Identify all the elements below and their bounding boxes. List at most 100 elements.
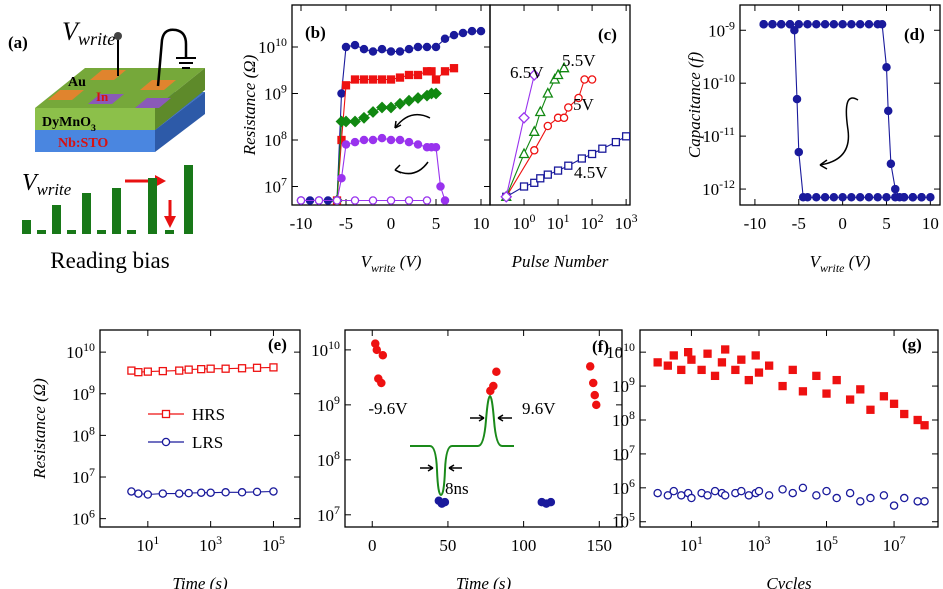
marker bbox=[877, 19, 887, 29]
text-run: V bbox=[62, 17, 81, 46]
x-tick-label: -10 bbox=[744, 214, 767, 233]
arrow bbox=[819, 97, 859, 166]
y-tick-label: 108 bbox=[612, 408, 635, 430]
marker bbox=[564, 103, 573, 112]
text-run: 10 bbox=[612, 479, 629, 498]
marker bbox=[788, 365, 797, 375]
substrate-side bbox=[155, 92, 205, 152]
text-run: (g) bbox=[902, 335, 922, 354]
series-line bbox=[301, 30, 481, 202]
marker bbox=[368, 135, 378, 145]
series bbox=[331, 87, 442, 205]
panel-label: (a) bbox=[8, 33, 28, 52]
marker bbox=[882, 63, 891, 72]
text-run: Resistance (Ω) bbox=[240, 54, 259, 156]
marker bbox=[184, 488, 193, 498]
marker bbox=[341, 140, 351, 149]
series bbox=[653, 483, 929, 510]
marker bbox=[879, 491, 889, 500]
arrow bbox=[394, 113, 431, 129]
marker bbox=[838, 19, 847, 29]
in-label: In bbox=[96, 89, 109, 104]
marker bbox=[377, 75, 387, 84]
marker bbox=[449, 64, 459, 73]
marker bbox=[697, 365, 706, 375]
marker bbox=[174, 489, 184, 498]
marker bbox=[790, 26, 799, 35]
text-run: 10 bbox=[513, 214, 530, 233]
marker bbox=[778, 485, 787, 494]
text-run: 10 bbox=[72, 468, 89, 487]
text-run: 5V bbox=[573, 95, 595, 114]
marker bbox=[206, 488, 215, 497]
series bbox=[332, 64, 459, 205]
marker bbox=[882, 193, 891, 202]
text-run: 10 bbox=[258, 38, 275, 57]
x-tick-label: -10 bbox=[290, 214, 313, 233]
text-run: Reading bias bbox=[50, 248, 169, 273]
marker bbox=[431, 42, 441, 52]
x-tick-label: 100 bbox=[511, 536, 537, 555]
marker bbox=[377, 378, 386, 388]
marker bbox=[359, 44, 369, 54]
marker bbox=[792, 94, 802, 104]
text-run: 10 bbox=[612, 445, 629, 464]
text-run: 10 bbox=[264, 177, 281, 196]
marker bbox=[385, 101, 397, 114]
marker bbox=[611, 137, 621, 147]
text-run: 9 bbox=[89, 382, 95, 396]
panel-label: (e) bbox=[268, 335, 287, 354]
y-tick-label: 107 bbox=[317, 503, 340, 525]
marker bbox=[395, 47, 405, 56]
marker bbox=[546, 497, 556, 507]
y-tick-label: 106 bbox=[72, 507, 95, 529]
pulse bbox=[22, 220, 31, 234]
marker bbox=[221, 488, 230, 497]
text-run: Capacitance (f) bbox=[685, 52, 704, 159]
text-run: 6 bbox=[89, 507, 95, 521]
legend-marker bbox=[161, 409, 171, 419]
marker bbox=[710, 371, 720, 381]
marker bbox=[574, 93, 583, 103]
y-tick-label: 108 bbox=[72, 423, 95, 445]
film-side bbox=[155, 68, 205, 130]
text-run: 10 bbox=[703, 127, 720, 146]
marker bbox=[404, 44, 414, 54]
marker bbox=[404, 137, 414, 147]
text-run: 10 bbox=[328, 338, 340, 352]
marker bbox=[710, 486, 720, 496]
x-tick-label: -5 bbox=[792, 214, 806, 233]
marker bbox=[403, 94, 415, 107]
text-run: 10 bbox=[547, 214, 564, 233]
width-arrows bbox=[470, 414, 512, 422]
text-run: 10 bbox=[262, 536, 279, 555]
marker bbox=[197, 364, 206, 374]
series bbox=[502, 132, 630, 201]
text-run: Time (s) bbox=[172, 574, 228, 589]
annotation: 8ns bbox=[445, 479, 469, 498]
text-run: 10 bbox=[264, 131, 281, 150]
plot-frame bbox=[99, 329, 301, 528]
marker bbox=[158, 366, 167, 376]
y-axis-label: Resistance (Ω) bbox=[240, 54, 259, 156]
series bbox=[296, 26, 486, 205]
marker bbox=[367, 106, 379, 118]
marker bbox=[359, 135, 369, 145]
text-run: 10 bbox=[623, 340, 635, 354]
text-run: 10 bbox=[615, 214, 632, 233]
text-run: (b) bbox=[305, 23, 326, 42]
marker bbox=[377, 133, 387, 143]
marker bbox=[812, 19, 821, 29]
marker bbox=[588, 378, 598, 388]
marker bbox=[332, 196, 342, 205]
text-run: 10 bbox=[612, 513, 629, 532]
y-tick-label: 1010 bbox=[66, 340, 95, 362]
marker bbox=[543, 121, 553, 131]
x-axis-label: Cycles bbox=[766, 574, 812, 589]
text-run: Nb:STO bbox=[58, 136, 108, 151]
marker bbox=[866, 493, 875, 503]
marker bbox=[412, 92, 424, 104]
x-tick-label: 105 bbox=[815, 533, 838, 555]
marker bbox=[829, 19, 839, 29]
